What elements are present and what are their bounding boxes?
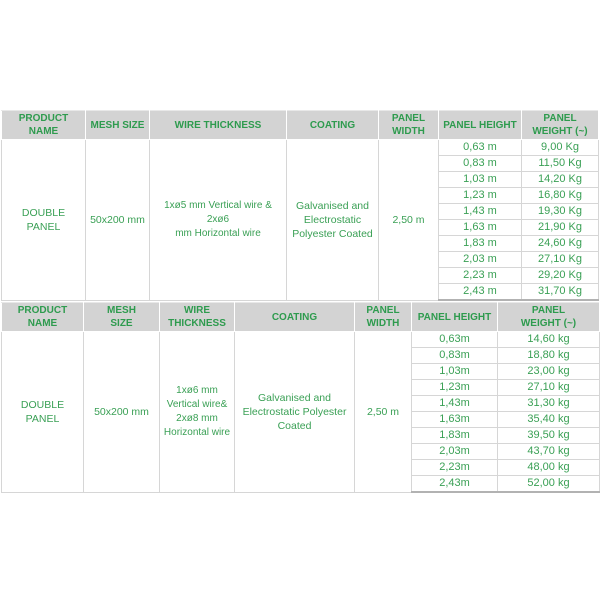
coating-cell: Galvanised and Electrostatic Polyester C…: [286, 139, 379, 301]
panel-height-cell: 1,63m: [411, 411, 498, 428]
panel-weight-cell: 16,80 Kg: [521, 187, 599, 204]
panel-height-cell: 0,63m: [411, 331, 498, 348]
table-row: 1,23 m 16,80 Kg: [2, 187, 599, 204]
panel-height-cell: 1,63 m: [438, 219, 522, 236]
product-name-cell: DOUBLE PANEL: [1, 139, 86, 301]
column-header-wire-thickness: WIRE THICKNESS: [149, 110, 287, 140]
column-header-panel-weight: PANEL WEIGHT (~): [497, 302, 600, 332]
panel-height-cell: 2,43m: [411, 475, 498, 493]
panel-weight-cell: 11,50 Kg: [521, 155, 599, 172]
table-row: DOUBLE PANEL 50x200 mm 1xø6 mm Vertical …: [1, 331, 600, 493]
panel-height-cell: 0,83 m: [438, 155, 522, 172]
table-row: 1,63m 35,40 kg: [2, 411, 600, 428]
panel-height-cell: 2,23 m: [438, 267, 522, 284]
spec-table-1: PRODUCT NAME MESH SIZE WIRE THICKNESS CO…: [1, 110, 599, 301]
column-header-product-name: PRODUCT NAME: [1, 110, 86, 140]
table-row: 2,23 m 29,20 Kg: [2, 267, 599, 284]
table-row: DOUBLE PANEL 50x200 mm 1xø5 mm Vertical …: [1, 139, 599, 301]
panel-width-cell: 2,50 m: [378, 139, 439, 301]
panel-height-cell: 1,03 m: [438, 171, 522, 188]
panel-height-cell: 1,23 m: [438, 187, 522, 204]
panel-weight-cell: 35,40 kg: [497, 411, 600, 428]
column-header-mesh-size: MESH SIZE: [85, 110, 150, 140]
panel-height-cell: 0,63 m: [438, 139, 522, 156]
wire-thickness-cell: 1xø6 mm Vertical wire& 2xø8 mm Horizonta…: [159, 331, 235, 493]
column-header-panel-height: PANEL HEIGHT: [411, 302, 498, 332]
panel-weight-cell: 52,00 kg: [497, 475, 600, 493]
table-row: 1,03 m 14,20 Kg: [2, 171, 599, 188]
panel-weight-cell: 9,00 Kg: [521, 139, 599, 156]
panel-weight-cell: 27,10 kg: [497, 379, 600, 396]
panel-weight-cell: 48,00 kg: [497, 459, 600, 476]
spec-table-2: PRODUCT NAME MESH SIZE WIRE THICKNESS CO…: [1, 302, 600, 493]
panel-weight-cell: 27,10 Kg: [521, 251, 599, 268]
table-row: 2,43m 52,00 kg: [2, 475, 600, 493]
panel-height-cell: 2,43 m: [438, 283, 522, 301]
table-row: 1,83 m 24,60 Kg: [2, 235, 599, 252]
column-header-product-name: PRODUCT NAME: [1, 302, 84, 332]
column-header-panel-height: PANEL HEIGHT: [438, 110, 522, 140]
panel-weight-cell: 31,70 Kg: [521, 283, 599, 301]
mesh-size-cell: 50x200 mm: [85, 139, 150, 301]
panel-weight-cell: 23,00 kg: [497, 363, 600, 380]
panel-weight-cell: 43,70 kg: [497, 443, 600, 460]
table-row: 0,83 m 11,50 Kg: [2, 155, 599, 172]
table-row: 2,43 m 31,70 Kg: [2, 283, 599, 301]
panel-width-cell: 2,50 m: [354, 331, 412, 493]
wire-thickness-cell: 1xø5 mm Vertical wire & 2xø6 mm Horizont…: [149, 139, 287, 301]
column-header-wire-thickness: WIRE THICKNESS: [159, 302, 235, 332]
panel-weight-cell: 14,60 kg: [497, 331, 600, 348]
panel-weight-cell: 24,60 Kg: [521, 235, 599, 252]
panel-weight-cell: 18,80 kg: [497, 347, 600, 364]
panel-height-cell: 2,23m: [411, 459, 498, 476]
table-row: 1,43 m 19,30 Kg: [2, 203, 599, 220]
panel-height-cell: 1,03m: [411, 363, 498, 380]
panel-weight-cell: 29,20 Kg: [521, 267, 599, 284]
mesh-size-cell: 50x200 mm: [83, 331, 160, 493]
panel-weight-cell: 14,20 Kg: [521, 171, 599, 188]
panel-height-cell: 1,23m: [411, 379, 498, 396]
panel-weight-cell: 39,50 kg: [497, 427, 600, 444]
header-row: PRODUCT NAME MESH SIZE WIRE THICKNESS CO…: [1, 110, 599, 140]
product-name-cell: DOUBLE PANEL: [1, 331, 84, 493]
table-row: 2,03m 43,70 kg: [2, 443, 600, 460]
header-row: PRODUCT NAME MESH SIZE WIRE THICKNESS CO…: [1, 302, 600, 332]
panel-height-cell: 1,43 m: [438, 203, 522, 220]
table-row: 1,43m 31,30 kg: [2, 395, 600, 412]
panel-weight-cell: 31,30 kg: [497, 395, 600, 412]
table-row: 1,63 m 21,90 Kg: [2, 219, 599, 236]
column-header-mesh-size: MESH SIZE: [83, 302, 160, 332]
panel-height-cell: 1,83m: [411, 427, 498, 444]
column-header-panel-width: PANEL WIDTH: [378, 110, 439, 140]
column-header-coating: COATING: [286, 110, 379, 140]
panel-height-cell: 0,83m: [411, 347, 498, 364]
panel-height-cell: 1,83 m: [438, 235, 522, 252]
panel-height-cell: 2,03 m: [438, 251, 522, 268]
table-row: 2,23m 48,00 kg: [2, 459, 600, 476]
column-header-coating: COATING: [234, 302, 355, 332]
panel-weight-cell: 19,30 Kg: [521, 203, 599, 220]
column-header-panel-weight: PANEL WEIGHT (~): [521, 110, 599, 140]
panel-height-cell: 2,03m: [411, 443, 498, 460]
panel-height-cell: 1,43m: [411, 395, 498, 412]
table-row: 2,03 m 27,10 Kg: [2, 251, 599, 268]
table-row: 1,83m 39,50 kg: [2, 427, 600, 444]
coating-cell: Galvanised and Electrostatic Polyester C…: [234, 331, 355, 493]
column-header-panel-width: PANEL WIDTH: [354, 302, 412, 332]
table-row: 1,03m 23,00 kg: [2, 363, 600, 380]
panel-weight-cell: 21,90 Kg: [521, 219, 599, 236]
